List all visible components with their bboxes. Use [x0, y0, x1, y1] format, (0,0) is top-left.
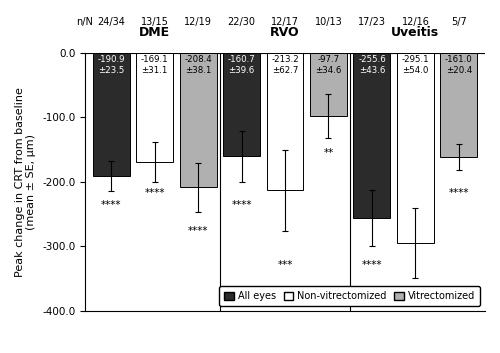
- Text: 24/34: 24/34: [97, 17, 125, 27]
- Text: ****: ****: [405, 301, 425, 311]
- Text: -255.6
±43.6: -255.6 ±43.6: [358, 55, 386, 75]
- Text: 12/19: 12/19: [184, 17, 212, 27]
- Text: ****: ****: [101, 200, 121, 210]
- Text: n/N: n/N: [76, 17, 94, 27]
- Text: -295.1
±54.0: -295.1 ±54.0: [402, 55, 429, 75]
- Bar: [136, 53, 173, 162]
- Text: 12/16: 12/16: [402, 17, 429, 27]
- Text: -190.9
±23.5: -190.9 ±23.5: [98, 55, 125, 75]
- Text: -160.7
±39.6: -160.7 ±39.6: [228, 55, 256, 75]
- Text: 10/13: 10/13: [314, 17, 342, 27]
- Bar: [440, 53, 478, 157]
- Text: ****: ****: [362, 261, 382, 270]
- Text: 13/15: 13/15: [140, 17, 168, 27]
- Text: -213.2
±62.7: -213.2 ±62.7: [271, 55, 299, 75]
- Text: -169.1
±31.1: -169.1 ±31.1: [141, 55, 169, 75]
- Text: 17/23: 17/23: [358, 17, 386, 27]
- Text: -97.7
±34.6: -97.7 ±34.6: [316, 55, 342, 75]
- Text: -161.0
±20.4: -161.0 ±20.4: [445, 55, 473, 75]
- Text: ****: ****: [232, 200, 252, 210]
- Text: ****: ****: [188, 226, 208, 235]
- Text: 12/17: 12/17: [271, 17, 299, 27]
- Text: ***: ***: [278, 261, 292, 270]
- Bar: [92, 53, 130, 176]
- Legend: All eyes, Non-vitrectomized, Vitrectomized: All eyes, Non-vitrectomized, Vitrectomiz…: [220, 286, 480, 306]
- Bar: [310, 53, 347, 116]
- Text: 22/30: 22/30: [228, 17, 256, 27]
- Text: -208.4
±38.1: -208.4 ±38.1: [184, 55, 212, 75]
- Bar: [180, 53, 216, 187]
- Text: ****: ****: [144, 188, 165, 198]
- Text: Uveitis: Uveitis: [392, 26, 440, 39]
- Y-axis label: Peak change in CRT from baseline
(mean ± SE, μm): Peak change in CRT from baseline (mean ±…: [15, 87, 36, 277]
- Text: **: **: [324, 148, 334, 158]
- Bar: [397, 53, 434, 243]
- Text: DME: DME: [139, 26, 170, 39]
- Text: RVO: RVO: [270, 26, 300, 39]
- Bar: [266, 53, 304, 190]
- Bar: [223, 53, 260, 156]
- Bar: [354, 53, 391, 217]
- Text: ****: ****: [448, 188, 469, 198]
- Text: 5/7: 5/7: [451, 17, 467, 27]
